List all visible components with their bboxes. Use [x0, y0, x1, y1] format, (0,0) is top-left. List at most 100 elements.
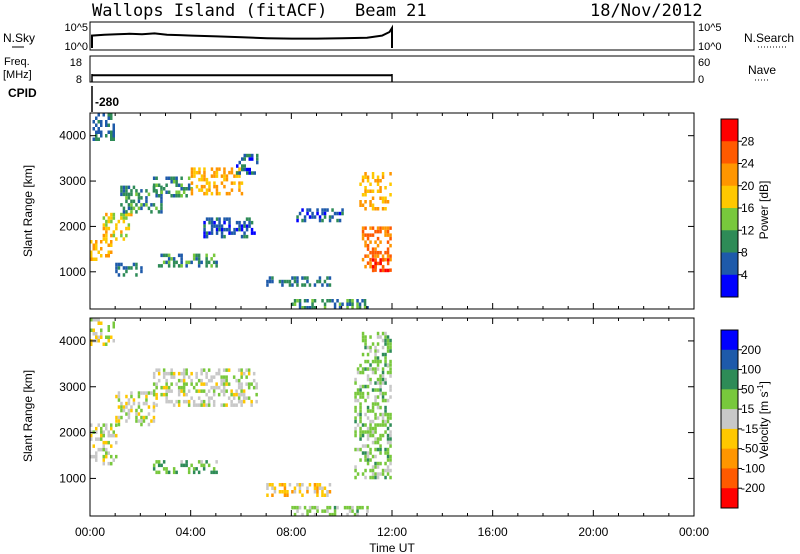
power-cell-13: [366, 189, 370, 193]
velocity-cell-7: [381, 370, 385, 375]
velocity-cell-7: [366, 377, 370, 382]
power-cell-6: [238, 171, 241, 175]
power-cell-14: [376, 250, 380, 255]
velocity-cell-7: [356, 472, 360, 476]
velocity-cell-2: [135, 419, 138, 423]
velocity-cell-3: [217, 392, 221, 397]
velocity-cell-3: [155, 396, 158, 400]
power-cell-2: [122, 212, 126, 217]
power-cell-11: [306, 276, 309, 280]
power-cell-9: [203, 220, 206, 225]
power-cell-12: [303, 299, 307, 303]
velocity-colorbar-tick-label: -50: [741, 442, 759, 456]
power-cell-14: [379, 250, 382, 255]
power-cell-12: [338, 306, 342, 310]
velocity-cell-8: [366, 352, 370, 357]
velocity-cell-2: [147, 412, 151, 416]
power-cell-14: [364, 233, 367, 237]
velocity-cell-7: [381, 381, 385, 385]
velocity-cell-7: [359, 416, 362, 420]
velocity-cell-7: [374, 426, 377, 431]
velocity-cell-3: [165, 392, 168, 397]
velocity-cell-2: [137, 401, 141, 406]
velocity-cell-3: [180, 389, 183, 393]
power-cell-4: [172, 176, 176, 180]
velocity-cell-8: [369, 335, 372, 339]
velocity-cell-0: [92, 328, 95, 332]
power-cell-9: [205, 217, 209, 221]
velocity-cell-7: [374, 465, 377, 469]
velocity-cell-3: [245, 368, 248, 372]
power-colorbar-segment: [721, 141, 738, 164]
power-cell-13: [359, 200, 362, 204]
power-cell-14: [374, 250, 377, 255]
power-cell-12: [311, 306, 314, 310]
velocity-cell-1: [112, 458, 115, 462]
power-cell-2: [107, 226, 111, 231]
power-cell-8: [167, 260, 171, 265]
velocity-cell-3: [232, 396, 236, 400]
velocity-cell-6: [291, 505, 294, 510]
velocity-cell-7: [381, 374, 385, 378]
power-cell-12: [348, 302, 352, 306]
velocity-cell-3: [165, 382, 168, 386]
power-cell-13: [366, 179, 370, 183]
power-cell-10: [331, 215, 334, 219]
power-cell-5: [230, 188, 234, 192]
velocity-cell-7: [356, 398, 360, 403]
power-cell-8: [210, 257, 213, 261]
velocity-cell-7: [389, 367, 392, 371]
velocity-cell-5: [283, 490, 287, 494]
velocity-cell-7: [386, 454, 390, 459]
power-cell-13: [371, 203, 375, 207]
power-cell-3: [147, 192, 151, 197]
velocity-cell-3: [205, 403, 208, 407]
velocity-cell-7: [366, 451, 370, 455]
power-cell-10: [306, 211, 309, 216]
power-cell-11: [266, 283, 269, 287]
power-cell-9: [248, 217, 251, 221]
velocity-cell-8: [389, 349, 392, 353]
velocity-cell-0: [100, 332, 103, 336]
velocity-cell-6: [311, 505, 314, 510]
power-cell-5: [203, 184, 206, 189]
velocity-cell-3: [167, 371, 171, 376]
velocity-cell-6: [293, 505, 297, 510]
velocity-cell-2: [130, 394, 133, 399]
velocity-cell-6: [308, 505, 312, 510]
velocity-cell-3: [192, 399, 196, 404]
power-cell-6: [241, 157, 244, 161]
power-cell-0: [95, 123, 98, 127]
velocity-cell-3: [222, 382, 226, 386]
power-cell-9: [245, 224, 249, 228]
velocity-cell-7: [361, 391, 365, 396]
power-cell-14: [361, 226, 365, 230]
power-cell-0: [112, 130, 115, 134]
power-cell-3: [140, 206, 143, 211]
power-cell-2: [112, 233, 116, 238]
power-cell-5: [198, 188, 201, 192]
power-cell-10: [341, 211, 344, 216]
velocity-cell-7: [371, 402, 375, 406]
date-label: 18/Nov/2012: [590, 1, 703, 21]
power-cell-14: [369, 226, 372, 230]
velocity-x-tick-label: 00:00: [679, 525, 709, 539]
velocity-cell-3: [200, 399, 203, 404]
power-cell-14: [381, 254, 385, 258]
power-cell-8: [190, 260, 193, 265]
power-cell-9: [213, 224, 216, 228]
velocity-cell-7: [386, 433, 390, 438]
velocity-cell-7: [374, 423, 377, 427]
velocity-cell-7: [371, 430, 375, 434]
power-cell-9: [243, 224, 246, 228]
power-cell-14: [371, 254, 375, 258]
velocity-cell-3: [220, 382, 223, 386]
velocity-cell-3: [185, 382, 188, 386]
velocity-cell-0: [97, 335, 100, 339]
velocity-cell-7: [354, 405, 357, 410]
power-cell-2: [107, 219, 111, 224]
velocity-cell-4: [180, 463, 183, 468]
power-cell-13: [384, 207, 387, 211]
velocity-cell-7: [384, 398, 387, 403]
